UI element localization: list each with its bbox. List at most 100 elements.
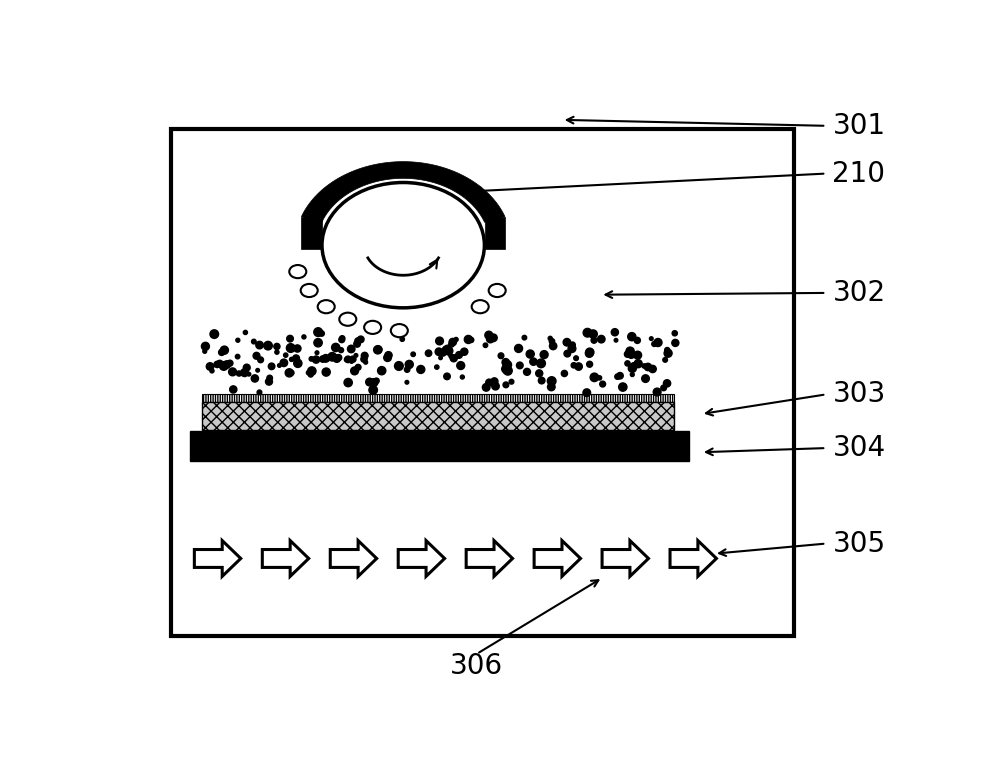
Point	[283, 367, 299, 379]
Point	[586, 334, 602, 346]
Point	[420, 347, 436, 360]
Point	[343, 343, 359, 355]
Polygon shape	[195, 541, 241, 577]
Point	[543, 381, 559, 393]
Point	[657, 353, 673, 366]
Point	[620, 357, 636, 370]
Point	[460, 333, 476, 346]
Point	[623, 349, 639, 361]
Point	[481, 377, 497, 389]
Point	[370, 343, 386, 356]
Point	[608, 334, 624, 346]
Point	[431, 335, 447, 347]
Point	[251, 339, 267, 351]
Point	[216, 360, 232, 372]
Point	[231, 367, 247, 380]
Point	[559, 336, 575, 349]
Point	[271, 360, 287, 372]
Point	[247, 372, 262, 384]
Point	[443, 338, 459, 350]
Text: 305: 305	[832, 529, 885, 557]
Point	[448, 333, 464, 346]
Point	[497, 366, 513, 378]
Point	[309, 346, 325, 359]
Point	[431, 346, 447, 358]
Point	[250, 364, 265, 377]
Polygon shape	[670, 541, 717, 577]
Point	[373, 364, 389, 377]
Point	[660, 347, 676, 360]
Point	[585, 328, 601, 340]
Point	[210, 358, 226, 370]
Point	[391, 360, 407, 372]
Point	[324, 350, 340, 363]
Point	[401, 358, 417, 370]
Point	[241, 368, 256, 381]
Point	[405, 348, 421, 360]
Point	[625, 368, 641, 381]
Point	[282, 332, 298, 345]
Point	[531, 367, 547, 380]
Point	[644, 332, 660, 345]
Point	[275, 356, 291, 369]
Point	[282, 342, 298, 354]
Point	[564, 343, 580, 355]
Point	[288, 352, 304, 364]
Point	[587, 371, 603, 384]
Point	[350, 361, 366, 374]
Point	[504, 376, 520, 388]
Point	[225, 366, 241, 378]
Point	[333, 333, 349, 346]
Point	[348, 350, 364, 362]
Point	[438, 343, 454, 356]
Point	[349, 338, 365, 350]
Point	[328, 353, 344, 365]
Point	[310, 336, 326, 349]
Point	[626, 360, 642, 372]
Point	[498, 363, 514, 375]
Point	[380, 349, 396, 361]
Point	[302, 368, 318, 381]
Point	[368, 374, 384, 387]
Point	[636, 360, 652, 372]
Point	[333, 344, 349, 357]
Point	[356, 350, 372, 362]
Point	[343, 356, 359, 368]
Circle shape	[364, 321, 381, 334]
Point	[249, 350, 264, 362]
Point	[441, 345, 457, 357]
Point	[557, 367, 573, 380]
Point	[456, 346, 472, 358]
Point	[482, 332, 498, 345]
Point	[592, 372, 608, 384]
Point	[593, 333, 609, 346]
Point	[454, 370, 470, 383]
Point	[211, 358, 227, 370]
Point	[260, 339, 276, 352]
Point	[303, 365, 319, 377]
Point	[197, 345, 213, 357]
Point	[622, 345, 638, 357]
Point	[499, 359, 515, 371]
Point	[366, 377, 382, 389]
Point	[625, 362, 641, 374]
Point	[399, 363, 415, 376]
Point	[217, 344, 233, 357]
Point	[640, 361, 656, 374]
Point	[445, 336, 461, 348]
Point	[289, 357, 305, 370]
Point	[564, 339, 580, 351]
Polygon shape	[466, 541, 513, 577]
Bar	[202, 394, 674, 401]
Point	[268, 346, 284, 358]
Point	[365, 384, 381, 396]
Point	[668, 336, 684, 349]
Bar	[202, 401, 674, 430]
Point	[645, 363, 661, 375]
Point	[252, 353, 268, 366]
Point	[610, 370, 626, 383]
Point	[536, 349, 552, 361]
Point	[289, 343, 305, 355]
Point	[435, 347, 451, 360]
Point	[281, 367, 297, 379]
